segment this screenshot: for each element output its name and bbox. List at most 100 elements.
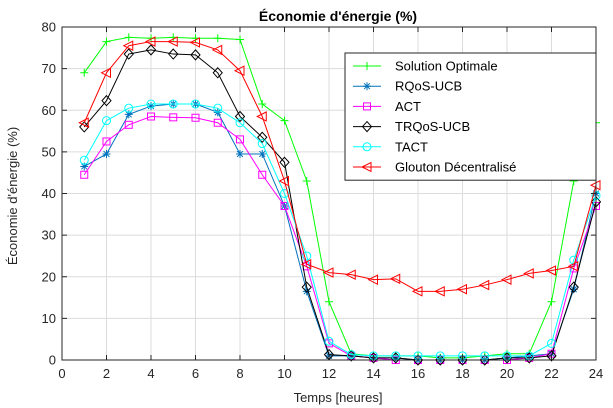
data-point [79, 121, 90, 133]
y-tick-label: 70 [42, 61, 56, 76]
data-point [545, 265, 556, 276]
data-point [363, 62, 371, 70]
data-point [523, 268, 534, 279]
x-tick-label: 10 [277, 366, 291, 381]
data-point [123, 48, 134, 60]
y-tick-label: 60 [42, 103, 56, 118]
y-tick-label: 0 [49, 353, 56, 368]
x-tick-label: 4 [147, 366, 154, 381]
data-point [363, 82, 371, 91]
data-point [102, 137, 111, 146]
data-point [278, 175, 289, 187]
data-point [302, 287, 311, 296]
data-point [279, 156, 290, 169]
legend-label: Glouton Décentralisé [395, 160, 516, 175]
data-point [258, 100, 267, 109]
x-tick-label: 16 [411, 366, 425, 381]
data-point [213, 118, 222, 127]
data-point [547, 338, 556, 348]
data-point [325, 297, 333, 306]
data-point [122, 40, 134, 52]
data-point [191, 113, 200, 122]
legend-label: ACT [395, 99, 421, 114]
data-point [213, 34, 222, 43]
legend: Solution Optimale RQoS-UCB ACT TRQoS-UCB TAC… [344, 52, 597, 181]
data-point [360, 161, 372, 173]
data-point [236, 149, 244, 158]
data-point [280, 189, 289, 198]
data-point [167, 36, 178, 47]
y-tick-label: 80 [42, 20, 56, 35]
data-point [124, 110, 133, 119]
data-point [302, 251, 312, 261]
data-point [547, 297, 556, 306]
data-point [300, 258, 312, 270]
data-point [102, 37, 111, 46]
data-point [367, 274, 378, 285]
x-tick-label: 0 [58, 366, 65, 381]
x-tick-label: 2 [103, 366, 110, 381]
y-axis-label: Économie d'énergie (%) [5, 127, 20, 265]
data-point [235, 118, 245, 128]
data-point [80, 162, 89, 171]
data-point [80, 68, 89, 77]
y-tick-label: 50 [42, 144, 56, 159]
data-point [568, 281, 579, 293]
legend-label: Solution Optimale [395, 59, 498, 74]
data-point [569, 285, 578, 294]
data-point [280, 116, 289, 125]
data-point [500, 274, 512, 285]
data-point [322, 267, 334, 278]
chart-title: Économie d'énergie (%) [259, 8, 417, 24]
data-point [456, 283, 467, 295]
data-point [434, 286, 445, 297]
data-point [345, 269, 356, 280]
data-point [191, 99, 200, 109]
x-axis-label: Temps [heures] [294, 390, 383, 405]
x-tick-label: 12 [322, 366, 336, 381]
data-point [234, 110, 246, 123]
data-point [146, 99, 156, 109]
data-point [346, 350, 357, 362]
y-tick-label: 20 [42, 269, 56, 284]
legend-box [344, 52, 597, 181]
legend-label: RQoS-UCB [395, 79, 462, 94]
data-point [257, 131, 268, 144]
data-point [190, 49, 201, 61]
data-point [546, 350, 557, 362]
data-point [233, 65, 245, 77]
data-point [80, 170, 89, 179]
data-point [256, 111, 267, 122]
data-point [145, 44, 157, 56]
series [79, 99, 601, 361]
data-point [213, 103, 223, 113]
data-point [78, 117, 89, 129]
data-point [478, 279, 490, 291]
data-point [324, 336, 334, 346]
data-point [362, 142, 372, 152]
data-point [258, 170, 267, 179]
data-point [79, 155, 89, 165]
data-point [144, 36, 156, 47]
data-point [124, 33, 133, 42]
legend-label: TRQoS-UCB [395, 119, 470, 134]
y-tick-label: 10 [42, 311, 56, 326]
data-point [258, 149, 267, 158]
data-point [361, 120, 373, 133]
x-tick-label: 18 [455, 366, 469, 381]
y-tick-label: 40 [42, 186, 56, 201]
x-tick-label: 8 [236, 366, 243, 381]
x-tick-label: 6 [192, 366, 199, 381]
data-point [102, 116, 111, 126]
data-point [567, 261, 579, 272]
data-point [363, 102, 371, 111]
x-tick-label: 14 [366, 366, 380, 381]
data-point [189, 37, 200, 48]
data-point [100, 67, 111, 79]
data-point [280, 201, 289, 210]
data-point [236, 35, 244, 44]
data-point [411, 286, 423, 297]
data-point [124, 120, 133, 129]
series [78, 36, 601, 297]
x-tick-label: 20 [500, 366, 514, 381]
